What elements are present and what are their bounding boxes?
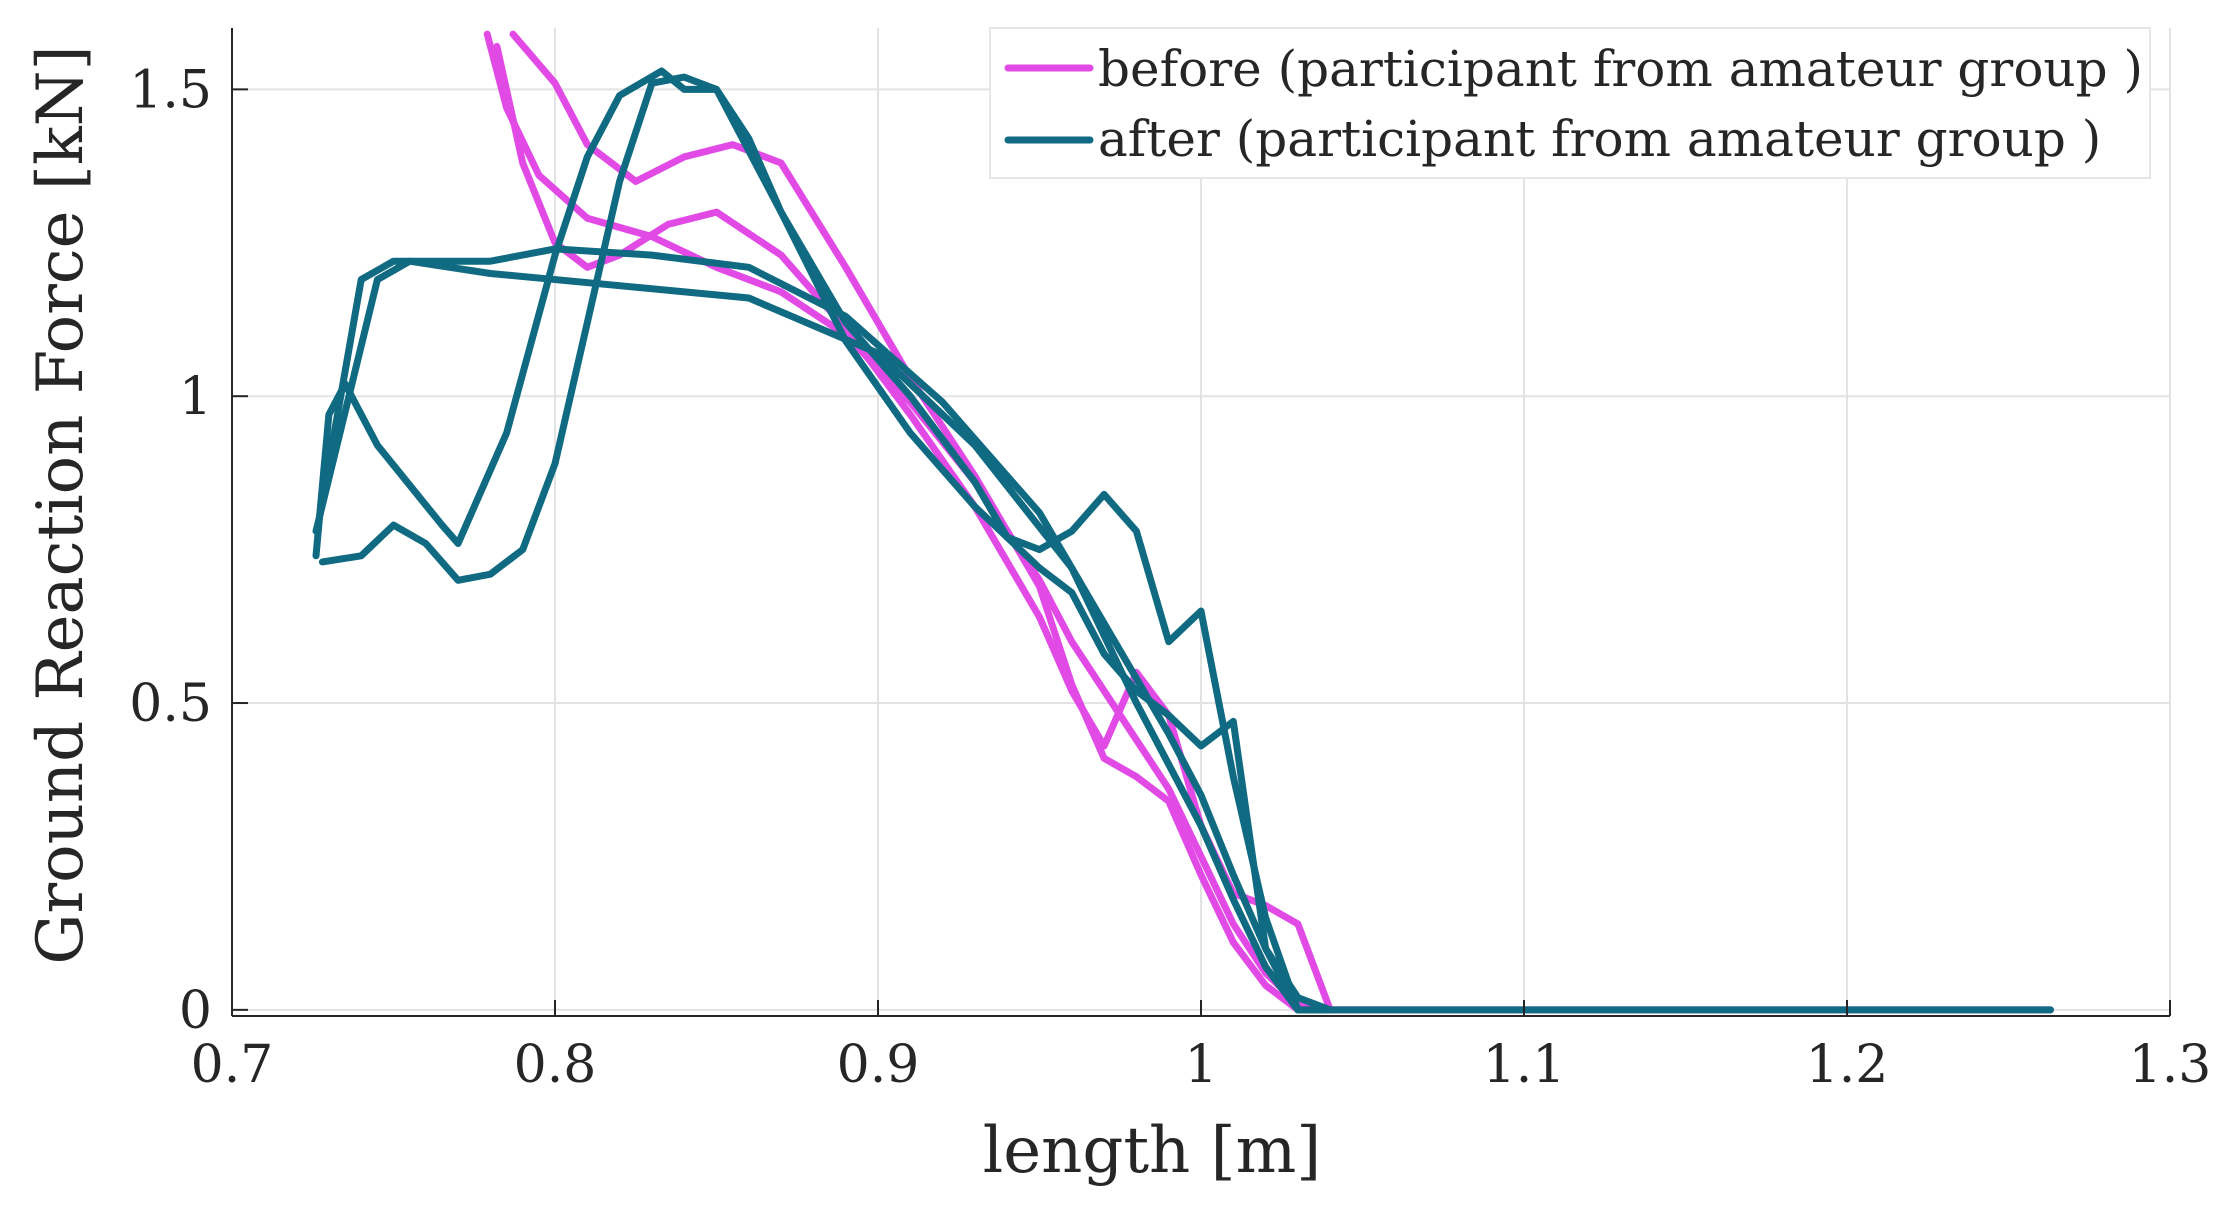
x-tick-label-1: 0.8: [514, 1035, 597, 1095]
legend-label-before: before (participant from amateur group ): [1098, 40, 2143, 98]
x-tick-label-5: 1.2: [1806, 1035, 1889, 1095]
x-tick-label-0: 0.7: [191, 1035, 274, 1095]
x-tick-label-4: 1.1: [1483, 1035, 1566, 1095]
legend: before (participant from amateur group )…: [989, 27, 2151, 179]
x-tick-label-3: 1: [1184, 1035, 1217, 1095]
x-tick-label-6: 1.3: [2129, 1035, 2212, 1095]
axes: [231, 28, 2171, 1017]
plot-series: [312, 30, 2054, 1014]
y-tick-label-0: 0: [179, 981, 212, 1041]
series-line-after-3: [315, 245, 1334, 1014]
series-line-after-4: [312, 257, 1302, 1014]
legend-box: [989, 27, 2151, 179]
x-tick-label-2: 0.9: [837, 1035, 920, 1095]
x-axis-label: length [m]: [983, 1114, 1321, 1188]
legend-label-after: after (participant from amateur group ): [1098, 110, 2101, 168]
y-tick-label-3: 1.5: [129, 60, 212, 120]
y-tick-label-2: 1: [179, 367, 212, 427]
series-line-before-1: [483, 30, 2054, 1014]
series-line-after-2: [318, 73, 1334, 1014]
y-tick-label-1: 0.5: [129, 674, 212, 734]
y-axis-label: Ground Reaction Force [kN]: [24, 45, 98, 964]
tick-labels: 0.7 0.8 0.9 1 1.1 1.2 1.3 0 0.5 1 1.5: [129, 60, 2211, 1095]
